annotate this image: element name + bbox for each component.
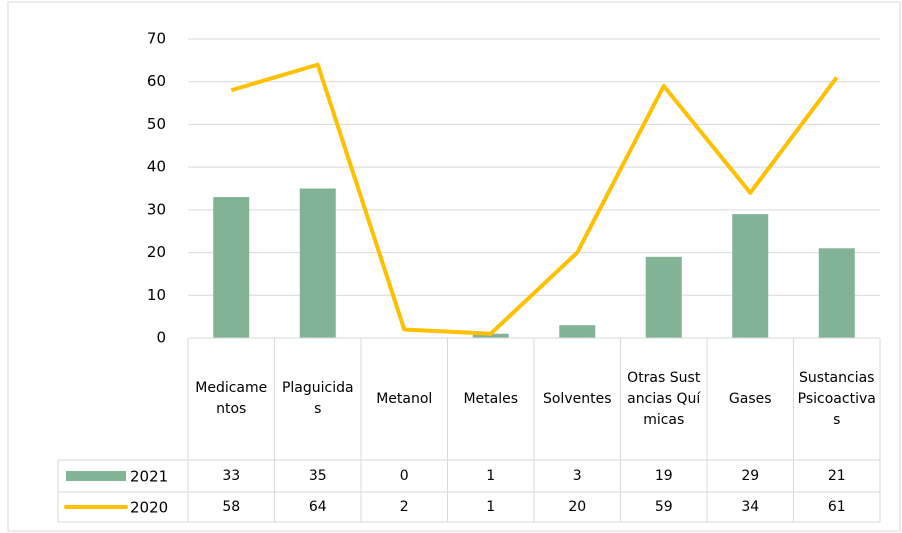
bar: [818, 248, 855, 338]
bar: [299, 188, 336, 338]
y-tick-label: 20: [147, 243, 166, 261]
bar: [645, 256, 682, 338]
y-tick-label: 0: [156, 329, 166, 347]
table-value: 33: [222, 467, 241, 484]
table-value: 3: [572, 467, 582, 484]
category-label: Solventes: [542, 390, 612, 407]
legend-swatch: [66, 471, 126, 481]
bar: [213, 197, 250, 338]
table-value: 21: [827, 467, 846, 484]
y-tick-label: 30: [147, 200, 166, 218]
table-value: 58: [222, 498, 241, 515]
y-tick-label: 60: [147, 72, 166, 90]
category-label: Metales: [463, 390, 519, 407]
y-tick-label: 40: [147, 158, 166, 176]
frame: [7, 1, 901, 532]
table-value: 19: [654, 467, 673, 484]
category-label: Sustancias Psicoactivas: [797, 369, 876, 428]
table-value: 64: [308, 498, 327, 515]
bar: [472, 333, 509, 338]
table-value: 59: [654, 498, 673, 515]
category-label: Gases: [728, 390, 772, 407]
legend-label: 2021: [130, 468, 168, 486]
category-label: Medicamentos: [195, 380, 268, 417]
category-label: Plaguicidas: [281, 380, 354, 417]
bar: [559, 325, 596, 338]
table-value: 34: [741, 498, 760, 515]
table-value: 1: [486, 467, 496, 484]
table-value: 20: [568, 498, 587, 515]
table-value: 61: [827, 498, 846, 515]
y-tick-label: 70: [147, 30, 166, 48]
table-value: 0: [399, 467, 409, 484]
table-value: 1: [486, 498, 496, 515]
y-tick-label: 10: [147, 286, 166, 304]
y-tick-label: 50: [147, 115, 166, 133]
table-value: 29: [741, 467, 760, 484]
bar: [732, 214, 769, 338]
category-label: Metanol: [376, 390, 433, 407]
line: [230, 62, 839, 336]
category-label: Otras Sustancias Químicas: [627, 369, 701, 428]
table-value: 35: [308, 467, 327, 484]
table-value: 2: [399, 498, 409, 515]
legend-label: 2020: [130, 499, 168, 517]
